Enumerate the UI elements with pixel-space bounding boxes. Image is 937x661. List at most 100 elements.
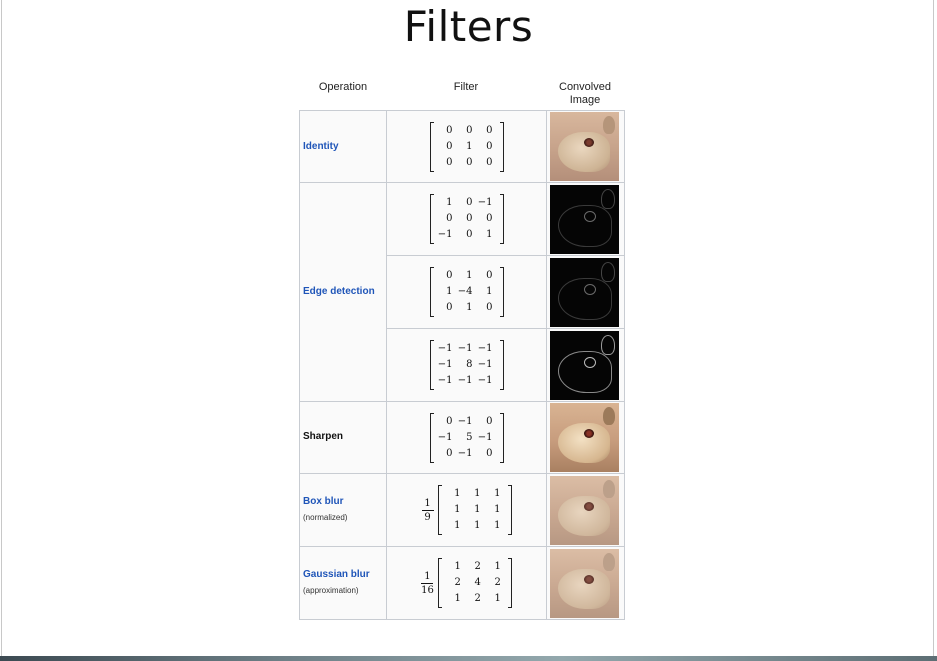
kernel-cell: 0 (486, 270, 493, 281)
kernel-cell: 1 (454, 504, 461, 515)
coefficient-denominator: 9 (424, 511, 431, 523)
image-ear-shape (603, 480, 615, 498)
kernel-cell: 0 (486, 448, 493, 459)
left-bracket (429, 267, 434, 317)
right-bracket (499, 267, 504, 317)
kernel-cell: 0 (446, 302, 453, 313)
kernel-cell: 0 (486, 213, 493, 224)
convolved-image-gaussian-blur (550, 549, 619, 618)
row-divider (299, 546, 625, 547)
kernel-cell: 0 (446, 141, 453, 152)
kernel-cell: 1 (466, 141, 473, 152)
kernel-cell: 1 (474, 520, 481, 531)
image-eye-shape (584, 575, 594, 584)
image-ear-shape (601, 262, 615, 282)
kernel-coefficient: 1 9 (421, 497, 434, 523)
row-divider (299, 473, 625, 474)
row-divider (386, 328, 625, 329)
kernel-cell: 1 (474, 504, 481, 515)
right-bracket (499, 340, 504, 390)
image-ear-shape (601, 335, 615, 355)
kernel-edge-detection-2: 0 1 0 1 −4 1 0 1 0 (387, 256, 546, 328)
image-face-shape (558, 205, 612, 247)
kernel-cell: −1 (437, 229, 453, 240)
coefficient-denominator: 16 (421, 584, 434, 596)
header-operation: Operation (318, 81, 368, 93)
kernel-grid: 1 1 1 1 1 1 1 1 1 (442, 486, 508, 534)
operation-identity-link[interactable]: Identity (303, 141, 339, 152)
image-eye-shape (584, 284, 596, 295)
image-eye-shape (584, 357, 596, 368)
kernel-cell: 0 (486, 141, 493, 152)
kernel-cell: −1 (477, 375, 493, 386)
kernel-coefficient: 1 16 (421, 571, 434, 596)
operation-box-blur-note: (normalized) (303, 513, 348, 522)
right-bracket (507, 558, 512, 608)
right-bracket (507, 485, 512, 535)
row-divider (299, 182, 625, 183)
kernel-cell: 0 (486, 302, 493, 313)
operation-gaussian-blur-link[interactable]: Gaussian blur (303, 569, 370, 580)
kernel-identity: 0 0 0 0 1 0 0 0 0 (387, 111, 546, 183)
convolved-image-edge-3 (550, 331, 619, 400)
kernel-cell: 8 (466, 359, 473, 370)
operation-gaussian-blur-note: (approximation) (303, 586, 359, 595)
kernel-cell: 2 (494, 577, 501, 588)
image-ear-shape (603, 553, 615, 571)
kernel-cell: 1 (466, 270, 473, 281)
coefficient-numerator: 1 (424, 497, 431, 509)
column-divider (546, 110, 547, 620)
kernel-cell: −1 (437, 432, 453, 443)
convolved-image-edge-1 (550, 185, 619, 254)
image-face-shape (558, 132, 610, 172)
kernel-cell: −1 (457, 448, 473, 459)
kernel-cell: 1 (494, 593, 501, 604)
left-bracket (437, 485, 442, 535)
coefficient-numerator: 1 (424, 570, 431, 582)
image-face-shape (558, 278, 612, 320)
kernel-cell: −1 (457, 375, 473, 386)
kernel-cell: 0 (466, 229, 473, 240)
row-divider (386, 255, 625, 256)
image-eye-shape (584, 211, 596, 222)
image-eye-shape (584, 502, 594, 511)
right-bracket (499, 122, 504, 172)
kernel-cell: 0 (446, 416, 453, 427)
kernel-cell: 0 (486, 125, 493, 136)
kernel-edge-detection-3: −1 −1 −1 −1 8 −1 −1 −1 −1 (387, 329, 546, 401)
kernel-cell: 1 (494, 520, 501, 531)
kernel-cell: 4 (474, 577, 481, 588)
kernel-cell: 0 (446, 157, 453, 168)
image-ear-shape (601, 189, 615, 209)
kernel-cell: −1 (457, 416, 473, 427)
image-face-shape (558, 423, 610, 463)
right-bracket (499, 194, 504, 244)
kernel-cell: 0 (446, 270, 453, 281)
kernel-cell: −1 (437, 343, 453, 354)
kernel-cell: 0 (446, 125, 453, 136)
kernel-cell: 1 (454, 488, 461, 499)
kernel-cell: 0 (446, 213, 453, 224)
row-divider (299, 401, 625, 402)
image-ear-shape (603, 407, 615, 425)
kernel-cell: 1 (446, 197, 453, 208)
kernel-cell: 0 (446, 448, 453, 459)
convolved-image-sharpen (550, 403, 619, 472)
kernel-cell: −1 (477, 197, 493, 208)
operation-edge-detection-link[interactable]: Edge detection (303, 286, 375, 297)
left-bracket (429, 122, 434, 172)
kernel-sharpen: 0 −1 0 −1 5 −1 0 −1 0 (387, 402, 546, 474)
image-eye-shape (584, 138, 594, 147)
fraction-bar (421, 582, 434, 584)
slide-title: Filters (403, 2, 534, 51)
left-bracket (429, 413, 434, 463)
kernel-grid: 0 1 0 1 −4 1 0 1 0 (434, 268, 500, 316)
header-convolved-image: Convolved Image (546, 81, 624, 107)
kernel-gaussian-blur: 1 16 1 2 1 2 4 2 1 2 1 (387, 547, 546, 619)
kernel-cell: −1 (477, 359, 493, 370)
kernel-cell: −1 (477, 343, 493, 354)
kernel-cell: 0 (486, 157, 493, 168)
operation-box-blur-link[interactable]: Box blur (303, 496, 344, 507)
kernel-cell: 1 (486, 286, 493, 297)
kernel-cell: 0 (466, 213, 473, 224)
